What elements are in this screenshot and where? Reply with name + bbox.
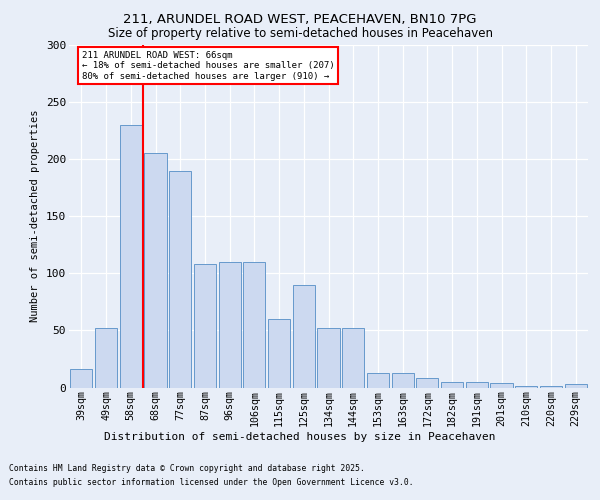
- Bar: [119, 125, 142, 388]
- Bar: [317, 328, 340, 388]
- Text: 211, ARUNDEL ROAD WEST, PEACEHAVEN, BN10 7PG: 211, ARUNDEL ROAD WEST, PEACEHAVEN, BN10…: [123, 12, 477, 26]
- Bar: [194, 264, 216, 388]
- Text: Contains public sector information licensed under the Open Government Licence v3: Contains public sector information licen…: [9, 478, 413, 487]
- Bar: [293, 285, 315, 388]
- Text: 211 ARUNDEL ROAD WEST: 66sqm
← 18% of semi-detached houses are smaller (207)
80%: 211 ARUNDEL ROAD WEST: 66sqm ← 18% of se…: [82, 50, 334, 80]
- Bar: [145, 154, 167, 388]
- Text: Contains HM Land Registry data © Crown copyright and database right 2025.: Contains HM Land Registry data © Crown c…: [9, 464, 365, 473]
- Bar: [565, 384, 587, 388]
- Bar: [342, 328, 364, 388]
- Bar: [416, 378, 439, 388]
- Bar: [466, 382, 488, 388]
- Bar: [515, 386, 538, 388]
- Bar: [268, 319, 290, 388]
- Y-axis label: Number of semi-detached properties: Number of semi-detached properties: [31, 110, 40, 322]
- Bar: [441, 382, 463, 388]
- Bar: [70, 369, 92, 388]
- Bar: [540, 386, 562, 388]
- Bar: [218, 262, 241, 388]
- Text: Size of property relative to semi-detached houses in Peacehaven: Size of property relative to semi-detach…: [107, 28, 493, 40]
- Text: Distribution of semi-detached houses by size in Peacehaven: Distribution of semi-detached houses by …: [104, 432, 496, 442]
- Bar: [243, 262, 265, 388]
- Bar: [490, 383, 512, 388]
- Bar: [169, 170, 191, 388]
- Bar: [95, 328, 117, 388]
- Bar: [392, 372, 414, 388]
- Bar: [367, 372, 389, 388]
